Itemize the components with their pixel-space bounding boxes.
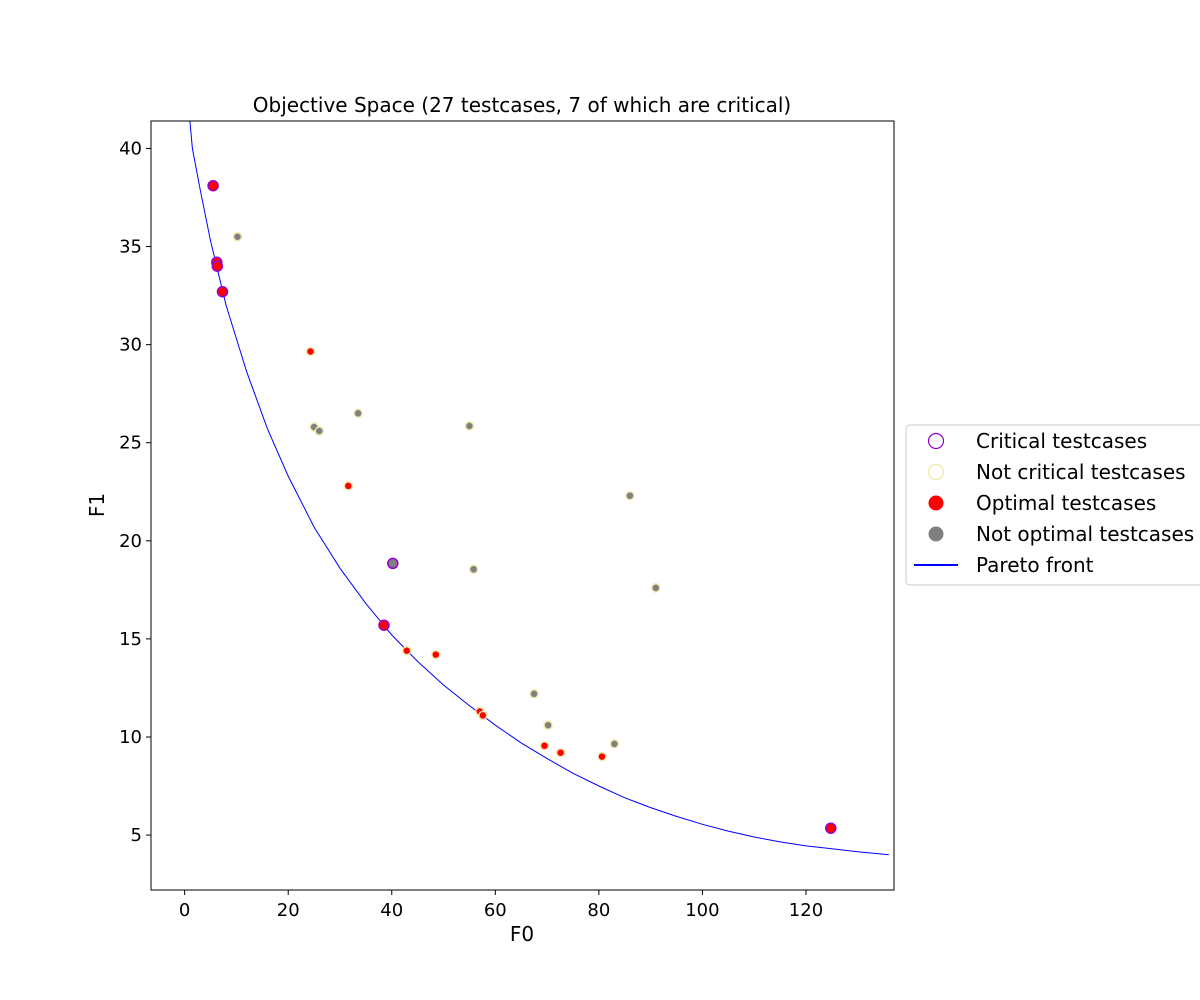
x-tick-label: 100 bbox=[685, 900, 719, 921]
x-axis-label: F0 bbox=[510, 922, 534, 946]
y-tick-label: 35 bbox=[119, 237, 142, 258]
not-critical-optimal-point bbox=[402, 645, 412, 656]
not-critical-optimal-point bbox=[305, 346, 316, 357]
legend-outline-swatch bbox=[927, 463, 945, 481]
not-critical-not-optimal-point bbox=[625, 490, 635, 501]
not-critical-optimal-point bbox=[555, 747, 566, 758]
not-critical-optimal-point bbox=[343, 481, 354, 491]
legend: Critical testcases Not critical testcases… bbox=[905, 424, 1200, 586]
y-tick-label: 10 bbox=[119, 727, 142, 748]
legend-label: Critical testcases bbox=[976, 429, 1147, 453]
y-tick-label: 25 bbox=[119, 433, 142, 454]
not-critical-not-optimal-point bbox=[468, 564, 479, 575]
legend-label: Pareto front bbox=[976, 553, 1094, 577]
x-tick-label: 0 bbox=[179, 900, 190, 921]
y-axis: 5 10 15 20 25 30 35 40 bbox=[119, 138, 151, 846]
not-critical-not-optimal-point bbox=[314, 426, 325, 436]
not-critical-not-optimal-point bbox=[609, 739, 620, 749]
x-axis: 0 20 40 60 80 100 120 bbox=[179, 890, 823, 921]
not-critical-not-optimal-point bbox=[232, 231, 243, 242]
pareto-front-line bbox=[189, 121, 889, 856]
critical-optimal-point bbox=[211, 260, 224, 272]
x-tick-label: 40 bbox=[380, 900, 403, 921]
points-layer bbox=[207, 179, 837, 834]
y-tick-label: 40 bbox=[119, 138, 142, 159]
legend-label: Not optimal testcases bbox=[976, 522, 1194, 546]
legend-label: Not critical testcases bbox=[976, 460, 1186, 484]
not-critical-not-optimal-point bbox=[651, 583, 661, 593]
critical-optimal-point bbox=[207, 179, 219, 192]
not-critical-optimal-point bbox=[539, 741, 550, 751]
critical-optimal-point bbox=[825, 822, 837, 834]
not-critical-not-optimal-point bbox=[529, 689, 539, 699]
x-tick-label: 120 bbox=[789, 900, 823, 921]
not-critical-optimal-point bbox=[478, 710, 488, 721]
not-critical-not-optimal-point bbox=[464, 421, 475, 431]
legend-filled-swatch bbox=[928, 526, 944, 542]
not-critical-not-optimal-point bbox=[543, 720, 553, 730]
critical-optimal-point bbox=[378, 619, 390, 631]
not-critical-optimal-point bbox=[431, 649, 441, 660]
y-axis-label: F1 bbox=[85, 493, 109, 517]
legend-label: Optimal testcases bbox=[976, 491, 1156, 515]
critical-not-optimal-point bbox=[387, 557, 399, 570]
legend-outline-swatch bbox=[927, 432, 945, 450]
pareto-front-layer bbox=[189, 121, 889, 856]
legend-filled-swatch bbox=[928, 495, 944, 511]
x-tick-label: 20 bbox=[277, 900, 300, 921]
y-tick-label: 15 bbox=[119, 629, 142, 650]
not-critical-optimal-point bbox=[597, 751, 607, 762]
plot-frame bbox=[150, 120, 895, 891]
not-critical-not-optimal-point bbox=[353, 408, 363, 419]
y-tick-label: 30 bbox=[119, 335, 142, 356]
x-tick-label: 60 bbox=[484, 900, 507, 921]
y-tick-label: 20 bbox=[119, 531, 142, 552]
critical-optimal-point bbox=[216, 285, 229, 298]
chart-title: Objective Space (27 testcases, 7 of whic… bbox=[253, 93, 791, 117]
x-tick-label: 80 bbox=[587, 900, 610, 921]
y-tick-label: 5 bbox=[131, 825, 142, 846]
legend-box bbox=[905, 424, 1200, 586]
